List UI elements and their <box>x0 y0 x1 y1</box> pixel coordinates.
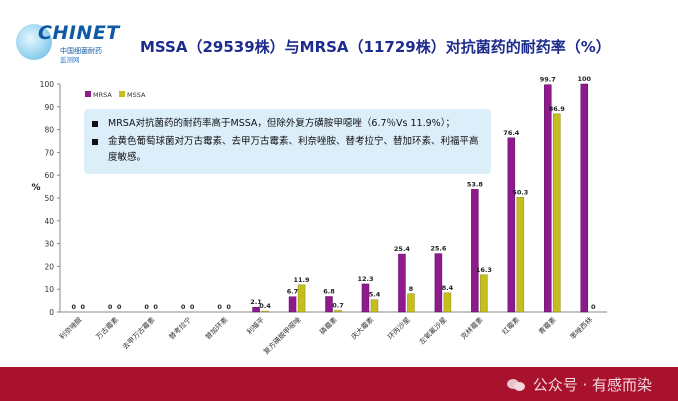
bullet-square-icon <box>92 121 98 127</box>
bullet-square-icon <box>92 139 98 145</box>
y-tick-label: 50 <box>44 194 54 203</box>
bar-mssa <box>480 274 488 313</box>
data-label-mssa: 0 <box>226 303 231 311</box>
bar-mrsa <box>580 83 589 313</box>
page-title: MSSA（29539株）与MRSA（11729株）对抗菌药的耐药率（%） <box>140 38 611 56</box>
legend-swatch-mrsa <box>85 91 91 97</box>
data-label-mrsa: 12.3 <box>357 275 373 283</box>
globe-icon <box>16 24 52 60</box>
bar-mrsa <box>434 253 443 313</box>
data-label-mrsa: 0 <box>217 303 222 311</box>
data-label-mssa: 0.4 <box>259 302 271 310</box>
data-label-mssa: 16.3 <box>476 266 492 274</box>
x-tick-label: 磷霉素 <box>318 315 339 336</box>
data-label-mrsa: 2.1 <box>250 298 262 306</box>
footer-bar: 公众号 · 有感而染 <box>0 367 678 401</box>
note-item: 金黄色葡萄球菌对万古霉素、去甲万古霉素、利奈唑胺、替考拉宁、替加环素、利福平高度… <box>92 134 481 166</box>
x-tick-label: 青霉素 <box>537 315 558 336</box>
bar-mrsa <box>252 306 260 313</box>
data-label-mssa: 8.4 <box>442 284 454 292</box>
bar-mssa <box>407 293 415 313</box>
watermark: 公众号 · 有感而染 <box>506 374 652 395</box>
data-label-mssa: 0 <box>190 303 195 311</box>
y-tick-label: 80 <box>44 126 54 135</box>
x-tick-label: 克林霉素 <box>459 315 485 341</box>
data-label-mrsa: 53.8 <box>467 180 484 188</box>
bar-mrsa <box>325 296 333 313</box>
legend-swatch-mssa <box>119 91 125 97</box>
data-label-mssa: 0 <box>591 303 596 311</box>
data-label-mssa: 86.9 <box>549 105 566 113</box>
bar-mssa <box>516 197 525 313</box>
x-tick-label: 红霉素 <box>500 315 521 336</box>
data-label-mrsa: 76.4 <box>503 129 520 137</box>
data-label-mrsa: 0 <box>181 303 186 311</box>
data-label-mssa: 0 <box>153 303 158 311</box>
data-label-mrsa: 6.8 <box>323 287 335 295</box>
watermark-text: 公众号 · 有感而染 <box>532 376 652 394</box>
bar-mrsa <box>398 253 406 313</box>
bar-mssa <box>334 310 342 313</box>
bar-mrsa <box>361 283 370 313</box>
data-label-mssa: 0 <box>117 303 122 311</box>
data-label-mssa: 5.4 <box>369 291 381 299</box>
logo-subtitle-2: 监测网 <box>60 56 80 64</box>
data-label-mssa: 50.3 <box>512 188 528 196</box>
note-item: MRSA对抗菌药的耐药率高于MSSA，但除外复方磺胺甲噁唑（6.7％Vs 11.… <box>92 116 481 132</box>
x-tick-label: 左氧氟沙星 <box>417 315 448 346</box>
x-tick-label: 去甲万古霉素 <box>121 315 157 351</box>
data-label-mrsa: 25.6 <box>430 245 447 253</box>
y-tick-label: 60 <box>44 171 54 180</box>
y-tick-label: 0 <box>49 308 54 317</box>
data-label-mssa: 0 <box>80 303 85 311</box>
y-tick-label: 20 <box>44 262 54 271</box>
data-label-mrsa: 100 <box>577 75 591 83</box>
x-tick-label: 利福平 <box>245 315 266 336</box>
bar-mrsa <box>507 137 516 313</box>
x-tick-label: 利奈唑胺 <box>57 315 83 341</box>
x-tick-label: 庆大霉素 <box>349 315 375 341</box>
x-tick-label: 环丙沙星 <box>386 316 411 341</box>
bar-mrsa <box>471 189 479 313</box>
note-box: MRSA对抗菌药的耐药率高于MSSA，但除外复方磺胺甲噁唑（6.7％Vs 11.… <box>84 109 491 174</box>
data-label-mrsa: 0 <box>71 303 76 311</box>
data-label-mssa: 0.7 <box>332 301 344 309</box>
data-label-mrsa: 25.4 <box>394 245 411 253</box>
wechat-icon <box>506 377 527 393</box>
data-label-mrsa: 0 <box>144 303 149 311</box>
data-label-mssa: 11.9 <box>294 276 311 284</box>
chinet-logo: CHINET 中国细菌耐药 监测网 <box>16 22 128 64</box>
legend-label-mrsa: MRSA <box>93 91 112 99</box>
data-label-mssa: 8 <box>409 285 414 293</box>
y-tick-label: 30 <box>44 240 54 249</box>
legend-label-mssa: MSSA <box>127 91 146 99</box>
note-text: MRSA对抗菌药的耐药率高于MSSA，但除外复方磺胺甲噁唑（6.7％Vs 11.… <box>108 118 455 129</box>
bar-mssa <box>370 299 379 313</box>
x-tick-label: 万古霉素 <box>94 315 120 341</box>
x-tick-label: 替考拉宁 <box>167 315 193 341</box>
data-label-mrsa: 0 <box>108 303 113 311</box>
x-tick-label: 复方磺胺甲噁唑 <box>261 315 302 356</box>
x-tick-label: 苯唑西林 <box>568 315 594 341</box>
logo-subtitle: 中国细菌耐药 <box>60 47 102 55</box>
bar-mssa <box>261 310 269 313</box>
bar-mssa <box>443 292 452 313</box>
y-tick-label: 10 <box>44 285 54 294</box>
bar-mssa <box>553 113 561 313</box>
y-tick-label: 90 <box>44 103 54 112</box>
bar-mrsa <box>288 296 297 313</box>
y-axis-title: % <box>31 183 40 193</box>
y-tick-label: 40 <box>44 217 54 226</box>
logo-text: CHINET <box>38 22 120 44</box>
x-tick-label: 替加环素 <box>203 315 229 341</box>
note-text: 金黄色葡萄球菌对万古霉素、去甲万古霉素、利奈唑胺、替考拉宁、替加环素、利福平高度… <box>108 136 479 163</box>
data-label-mrsa: 99.7 <box>540 76 556 84</box>
bar-mssa <box>297 284 306 313</box>
bar-mrsa <box>544 84 552 313</box>
y-tick-label: 70 <box>44 148 54 157</box>
data-label-mrsa: 6.7 <box>287 288 299 296</box>
y-tick-label: 100 <box>40 80 55 89</box>
